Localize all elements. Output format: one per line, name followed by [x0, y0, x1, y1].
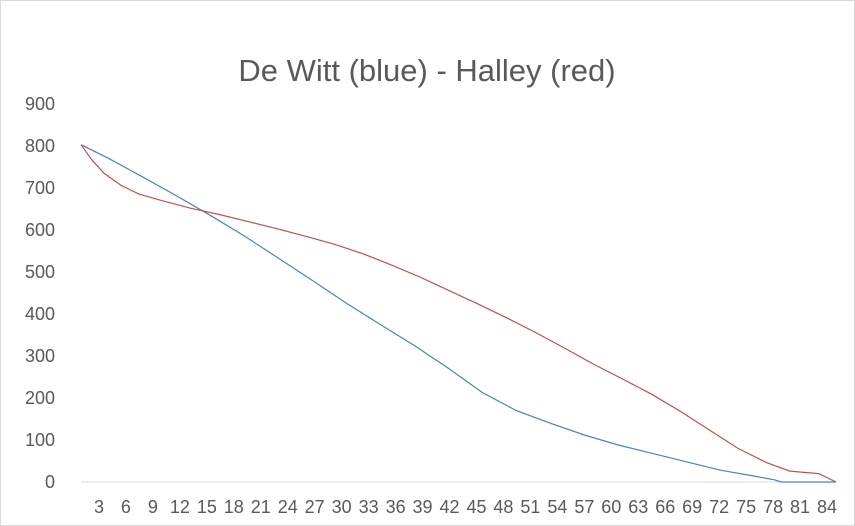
y-tick-label: 600 — [25, 220, 55, 240]
x-tick-label: 36 — [386, 497, 406, 517]
x-tick-label: 72 — [709, 497, 729, 517]
x-tick-label: 48 — [493, 497, 513, 517]
y-tick-label: 900 — [25, 94, 55, 114]
y-tick-label: 400 — [25, 304, 55, 324]
x-tick-label: 27 — [305, 497, 325, 517]
x-tick-label: 39 — [413, 497, 433, 517]
y-axis-tick-labels: 0 100 200 300 400 500 600 700 800 900 — [25, 94, 55, 492]
x-tick-label: 66 — [655, 497, 675, 517]
x-tick-label: 21 — [251, 497, 271, 517]
x-tick-label: 30 — [332, 497, 352, 517]
x-tick-label: 3 — [94, 497, 104, 517]
y-tick-label: 0 — [45, 472, 55, 492]
y-tick-label: 200 — [25, 388, 55, 408]
x-axis-tick-labels: 3 6 9 12 15 18 21 24 27 30 33 36 39 42 45 48 51 54 57 60 63 6… — [94, 497, 837, 517]
x-tick-label: 84 — [817, 497, 837, 517]
y-tick-label: 800 — [25, 136, 55, 156]
y-tick-label: 300 — [25, 346, 55, 366]
x-tick-label: 18 — [224, 497, 244, 517]
series-line-red — [80, 144, 837, 483]
x-tick-label: 45 — [466, 497, 486, 517]
x-tick-label: 57 — [574, 497, 594, 517]
y-tick-label: 100 — [25, 430, 55, 450]
x-tick-label: 51 — [520, 497, 540, 517]
x-tick-label: 15 — [197, 497, 217, 517]
x-tick-label: 81 — [790, 497, 810, 517]
series-group — [80, 144, 837, 483]
x-tick-label: 75 — [736, 497, 756, 517]
x-tick-label: 12 — [170, 497, 190, 517]
x-tick-label: 69 — [682, 497, 702, 517]
x-tick-label: 78 — [763, 497, 783, 517]
x-tick-label: 9 — [148, 497, 158, 517]
x-tick-label: 63 — [628, 497, 648, 517]
x-tick-label: 33 — [359, 497, 379, 517]
x-tick-label: 42 — [439, 497, 459, 517]
series-line-blue — [80, 144, 836, 483]
chart-title: De Witt (blue) - Halley (red) — [238, 53, 615, 88]
x-tick-label: 54 — [547, 497, 567, 517]
x-tick-label: 60 — [601, 497, 621, 517]
x-tick-label: 24 — [278, 497, 298, 517]
y-tick-label: 700 — [25, 178, 55, 198]
x-tick-label: 6 — [121, 497, 131, 517]
y-tick-label: 500 — [25, 262, 55, 282]
